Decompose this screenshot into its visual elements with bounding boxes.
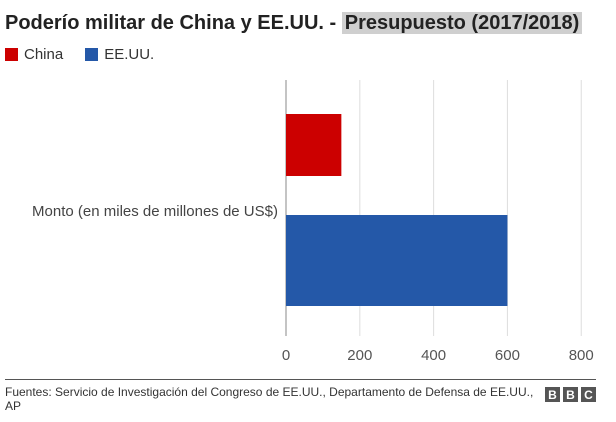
x-tick-label: 200 — [347, 347, 372, 364]
bbc-logo-letter: C — [581, 387, 596, 402]
legend-item-china: China — [5, 46, 63, 63]
source-note: Fuentes: Servicio de Investigación del C… — [5, 385, 534, 413]
title-main: Poderío militar de China y EE.UU. - — [5, 12, 337, 34]
legend: China EE.UU. — [5, 46, 176, 63]
footer: Fuentes: Servicio de Investigación del C… — [5, 379, 596, 413]
bbc-logo-letter: B — [545, 387, 560, 402]
legend-swatch-china — [5, 48, 18, 61]
x-tick-label: 800 — [569, 347, 594, 364]
bar-china — [286, 114, 342, 176]
x-tick-label: 400 — [421, 347, 446, 364]
bbc-logo-letter: B — [563, 387, 578, 402]
legend-item-usa: EE.UU. — [85, 46, 154, 63]
bar-eeuu — [286, 215, 508, 306]
legend-swatch-usa — [85, 48, 99, 61]
bbc-logo: B B C — [542, 387, 596, 402]
chart-title: Poderío militar de China y EE.UU. - Pres… — [5, 12, 583, 35]
legend-label-china: China — [24, 46, 64, 63]
x-tick-label: 600 — [495, 347, 520, 364]
legend-label-usa: EE.UU. — [104, 46, 155, 63]
x-tick-label: 0 — [282, 347, 290, 364]
category-label: Monto (en miles de millones de US$) — [32, 203, 278, 220]
bar-chart: 0 200 400 600 800 Monto (en miles de millones… — [32, 80, 594, 364]
title-highlight: Presupuesto (2017/2018) — [341, 12, 583, 34]
